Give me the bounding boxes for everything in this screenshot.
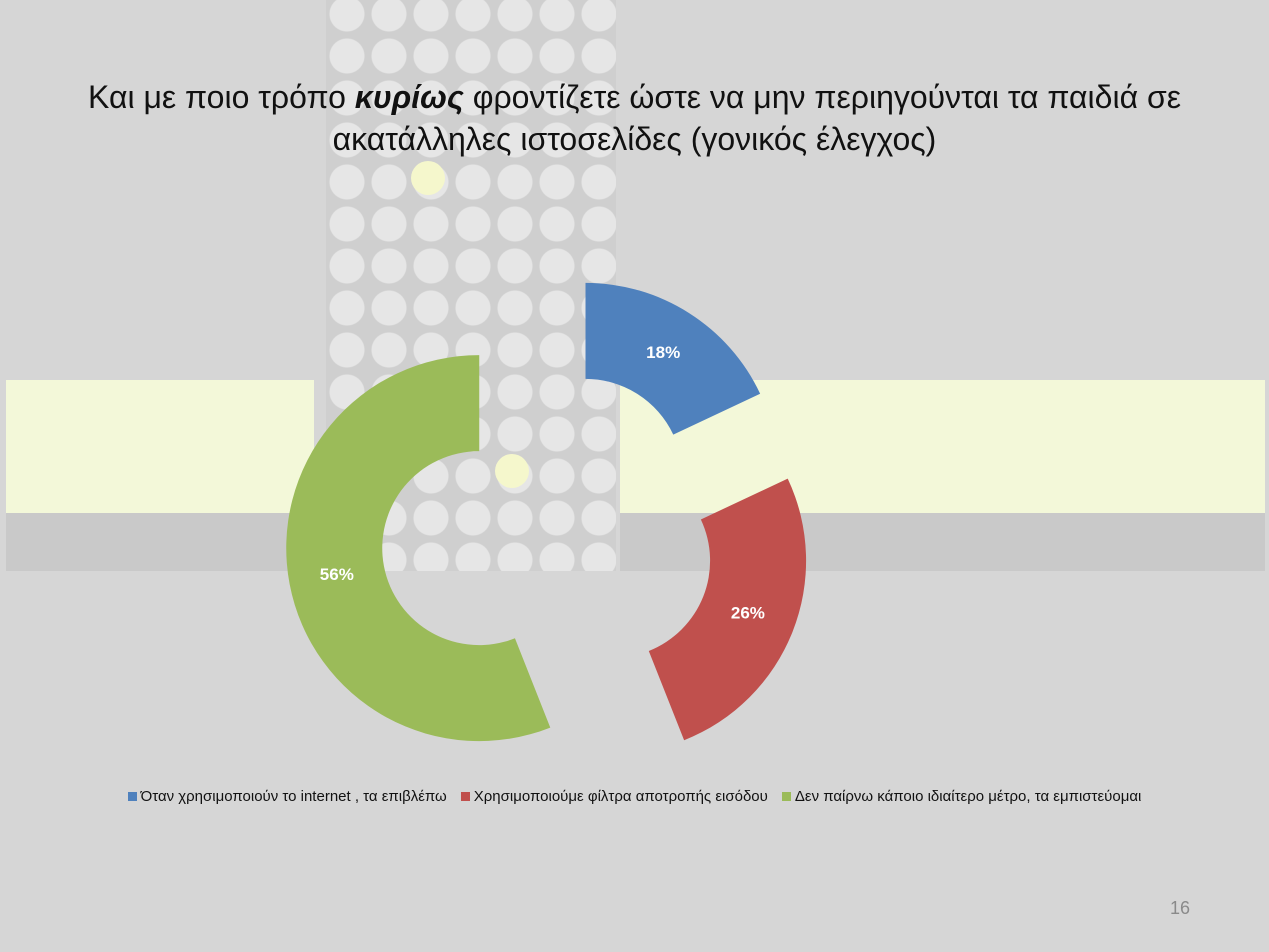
decor-highlight-dot: [495, 454, 529, 488]
legend-swatch: [781, 792, 791, 801]
decor-band-left: [6, 380, 314, 513]
legend-label: Όταν χρησιμοποιούν το internet , τα επιβ…: [140, 788, 447, 805]
legend-label: Δεν παίρνω κάποιο ιδιαίτερο μέτρο, τα εμ…: [794, 788, 1142, 805]
decor-highlight-dot: [411, 161, 445, 195]
title-emphasis: κυρίως: [354, 79, 464, 115]
page-number: 16: [1170, 898, 1191, 918]
data-label: 18%: [646, 343, 680, 362]
doughnut-slice: [286, 355, 551, 742]
doughnut-slice: [585, 282, 761, 435]
doughnut-slice: [648, 478, 807, 741]
chart-legend: Όταν χρησιμοποιούν το internet , τα επιβ…: [0, 788, 1269, 805]
title-prefix: Και με ποιο τρόπο: [88, 79, 355, 115]
legend-item: Όταν χρησιμοποιούν το internet , τα επιβ…: [127, 788, 447, 805]
legend-item: Δεν παίρνω κάποιο ιδιαίτερο μέτρο, τα εμ…: [781, 788, 1142, 805]
title-suffix: φροντίζετε ώστε να μην περιηγούνται τα π…: [332, 79, 1181, 157]
legend-swatch: [127, 792, 137, 801]
slide-title: Και με ποιο τρόπο κυρίως φροντίζετε ώστε…: [40, 76, 1229, 160]
legend-item: Χρησιμοποιούμε φίλτρα αποτροπής εισόδου: [460, 788, 768, 805]
legend-swatch: [460, 792, 470, 801]
decor-band-gray-left: [6, 513, 314, 571]
legend-label: Χρησιμοποιούμε φίλτρα αποτροπής εισόδου: [473, 788, 768, 805]
data-label: 26%: [731, 604, 765, 623]
data-label: 56%: [320, 565, 354, 584]
